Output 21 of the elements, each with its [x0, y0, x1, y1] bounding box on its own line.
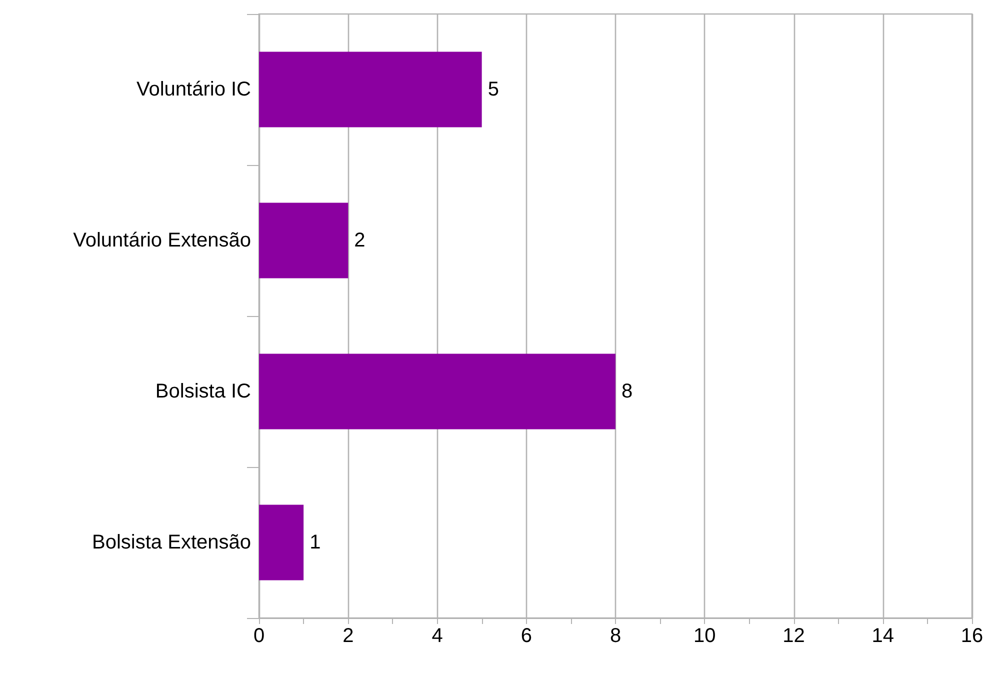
- x-tick-label: 14: [872, 625, 894, 647]
- y-tick-label: Voluntário IC: [136, 78, 251, 100]
- bar: [259, 504, 304, 580]
- x-tick-label: 4: [432, 625, 443, 647]
- y-tick-label: Bolsista Extensão: [92, 532, 251, 554]
- x-tick-label: 0: [253, 625, 265, 647]
- data-label: 8: [622, 380, 633, 402]
- x-tick-label: 8: [610, 625, 622, 647]
- bar: [259, 354, 616, 430]
- x-tick-label: 2: [342, 625, 354, 647]
- data-label: 1: [310, 532, 321, 554]
- data-label: 5: [488, 78, 499, 100]
- y-tick-label: Bolsista IC: [155, 380, 251, 402]
- bar: [259, 52, 482, 128]
- bar: [259, 202, 348, 278]
- data-label: 2: [354, 230, 366, 252]
- x-tick-label: 16: [960, 625, 984, 647]
- y-tick-label: Voluntário Extensão: [73, 230, 251, 252]
- x-tick-label: 6: [520, 625, 532, 647]
- x-tick-label: 10: [694, 625, 716, 647]
- x-tick-label: 12: [782, 625, 805, 647]
